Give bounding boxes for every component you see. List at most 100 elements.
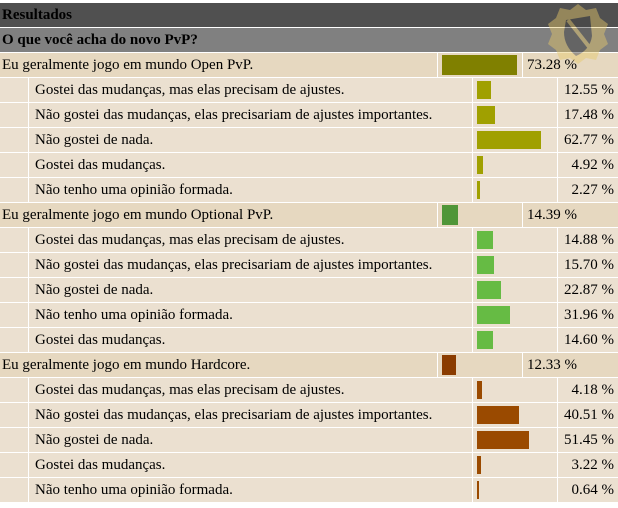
poll-results: Resultados O que você acha do novo PvP? … (0, 3, 618, 503)
answer-row: Gostei das mudanças. 14.60 % (0, 328, 618, 353)
answer-label: Gostei das mudanças, mas elas precisam d… (29, 78, 473, 102)
indent-cell (0, 153, 29, 177)
answer-percent: 14.88 % (564, 232, 614, 248)
answer-label: Não gostei das mudanças, elas precisaria… (29, 103, 473, 127)
indent-cell (0, 178, 29, 202)
indent-cell (0, 278, 29, 302)
answer-row: Não tenho uma opinião formada. 2.27 % (0, 178, 618, 203)
answer-percent: 4.18 % (571, 382, 615, 398)
answer-row: Não tenho uma opinião formada. 31.96 % (0, 303, 618, 328)
answer-bar (477, 156, 483, 174)
answer-label: Não gostei de nada. (29, 428, 473, 452)
answer-bar (477, 481, 479, 499)
answer-percent: 51.45 % (564, 432, 614, 448)
group-label: Eu geralmente jogo em mundo Optional PvP… (0, 203, 438, 227)
answer-percent: 2.27 % (571, 182, 615, 198)
answer-row: Gostei das mudanças, mas elas precisam d… (0, 228, 618, 253)
answer-row: Gostei das mudanças, mas elas precisam d… (0, 378, 618, 403)
indent-cell (0, 303, 29, 327)
answer-bar (477, 181, 481, 199)
answer-label: Não gostei das mudanças, elas precisaria… (29, 253, 473, 277)
poll-question: O que você acha do novo PvP? (0, 28, 618, 53)
answer-bar (477, 456, 482, 474)
bar-cell (473, 428, 558, 452)
bar-cell (438, 353, 523, 377)
group-row: Eu geralmente jogo em mundo Open PvP. 73.… (0, 53, 618, 78)
answer-label: Gostei das mudanças, mas elas precisam d… (29, 378, 473, 402)
bar-cell (473, 128, 558, 152)
indent-cell (0, 253, 29, 277)
answer-row: Não gostei de nada. 22.87 % (0, 278, 618, 303)
answer-bar (477, 331, 493, 349)
answer-label: Gostei das mudanças, mas elas precisam d… (29, 228, 473, 252)
bar-cell (473, 78, 558, 102)
answer-percent: 4.92 % (571, 157, 615, 173)
answer-bar (477, 431, 530, 449)
bar-cell (473, 478, 558, 502)
bar-cell (473, 303, 558, 327)
answer-bar (477, 231, 493, 249)
indent-cell (0, 228, 29, 252)
indent-cell (0, 378, 29, 402)
bar-cell (473, 278, 558, 302)
bar-cell (438, 203, 523, 227)
answer-percent: 40.51 % (564, 407, 614, 423)
indent-cell (0, 128, 29, 152)
answer-label: Gostei das mudanças. (29, 153, 473, 177)
answer-label: Gostei das mudanças. (29, 453, 473, 477)
indent-cell (0, 103, 29, 127)
answer-bar (477, 406, 519, 424)
answer-label: Gostei das mudanças. (29, 328, 473, 352)
group-percent: 12.33 % (527, 357, 577, 373)
indent-cell (0, 403, 29, 427)
answer-percent: 15.70 % (564, 257, 614, 273)
answer-label: Não tenho uma opinião formada. (29, 178, 473, 202)
answer-label: Não gostei das mudanças, elas precisaria… (29, 403, 473, 427)
answer-bar (477, 306, 510, 324)
group-bar (442, 205, 459, 225)
bar-cell (473, 453, 558, 477)
indent-cell (0, 478, 29, 502)
answer-percent: 12.55 % (564, 82, 614, 98)
shield-badge-icon (548, 4, 608, 64)
indent-cell (0, 428, 29, 452)
answer-row: Não gostei das mudanças, elas precisaria… (0, 403, 618, 428)
answer-row: Não gostei de nada. 62.77 % (0, 128, 618, 153)
answer-row: Não gostei das mudanças, elas precisaria… (0, 103, 618, 128)
bar-cell (473, 378, 558, 402)
answer-label: Não tenho uma opinião formada. (29, 478, 473, 502)
indent-cell (0, 328, 29, 352)
answer-percent: 62.77 % (564, 132, 614, 148)
answer-row: Não gostei das mudanças, elas precisaria… (0, 253, 618, 278)
answer-row: Gostei das mudanças. 4.92 % (0, 153, 618, 178)
group-label: Eu geralmente jogo em mundo Hardcore. (0, 353, 438, 377)
bar-cell (438, 53, 523, 77)
answer-bar (477, 256, 494, 274)
bar-cell (473, 228, 558, 252)
answer-percent: 31.96 % (564, 307, 614, 323)
answer-bar (477, 281, 501, 299)
answer-bar (477, 131, 541, 149)
answer-bar (477, 106, 496, 124)
answer-row: Gostei das mudanças, mas elas precisam d… (0, 78, 618, 103)
bar-cell (473, 253, 558, 277)
indent-cell (0, 78, 29, 102)
group-row: Eu geralmente jogo em mundo Hardcore. 12.… (0, 353, 618, 378)
group-percent: 73.28 % (527, 57, 577, 73)
answer-row: Não gostei de nada. 51.45 % (0, 428, 618, 453)
group-bar (442, 55, 518, 75)
group-row: Eu geralmente jogo em mundo Optional PvP… (0, 203, 618, 228)
answer-row: Não tenho uma opinião formada. 0.64 % (0, 478, 618, 503)
answer-row: Gostei das mudanças. 3.22 % (0, 453, 618, 478)
answer-label: Não gostei de nada. (29, 278, 473, 302)
bar-cell (473, 328, 558, 352)
bar-cell (473, 403, 558, 427)
answer-percent: 22.87 % (564, 282, 614, 298)
bar-cell (473, 153, 558, 177)
answer-percent: 14.60 % (564, 332, 614, 348)
answer-label: Não gostei de nada. (29, 128, 473, 152)
group-percent: 14.39 % (527, 207, 577, 223)
answer-bar (477, 81, 491, 99)
answer-percent: 0.64 % (571, 482, 615, 498)
indent-cell (0, 453, 29, 477)
